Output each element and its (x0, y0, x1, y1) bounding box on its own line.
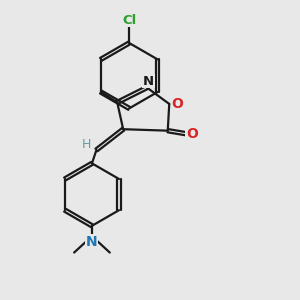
Text: Cl: Cl (122, 14, 136, 27)
Text: O: O (172, 97, 184, 111)
Text: N: N (86, 235, 98, 248)
Text: H: H (82, 138, 92, 151)
Text: O: O (186, 127, 198, 141)
Text: N: N (143, 74, 154, 88)
